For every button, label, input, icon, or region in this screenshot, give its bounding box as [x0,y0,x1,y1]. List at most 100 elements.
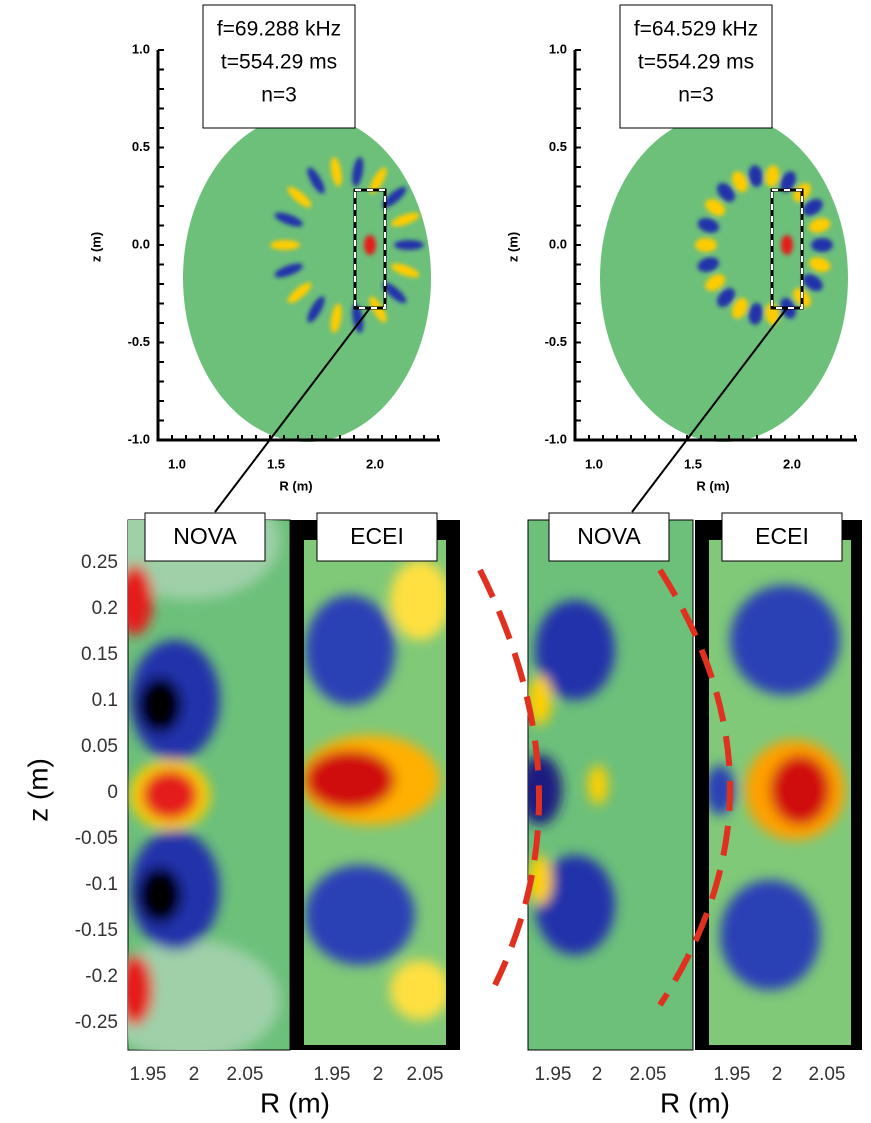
panel-label-box [316,512,438,562]
blob [307,167,325,194]
blob [352,303,364,334]
x-tick-label: 1.95 [130,1064,167,1085]
panel-label: ECEI [350,523,404,549]
blob [705,274,726,291]
x-tick-label: 2.0 [366,456,384,471]
y-tick-label: 0.5 [132,139,150,154]
x-tick-label: 2 [373,1064,384,1085]
x-tick-label: 1.0 [585,456,603,471]
blob [780,171,796,193]
blob [307,296,325,323]
y-tick-label: -0.05 [75,828,118,849]
panel-label-box [548,512,670,562]
blob [364,235,376,255]
y-tick-label: -0.2 [85,966,118,987]
blob [808,217,831,233]
x-tick-label: 1.0 [168,456,186,471]
red-arc [477,568,543,987]
y-tick-label: 0.0 [549,236,567,251]
blob [732,297,748,319]
blob [391,212,420,227]
y-tick-label: 0.5 [549,139,567,154]
y-axis-label: z (m) [505,232,520,262]
y-tick-label: 0 [107,782,118,803]
x-tick-label: 1.95 [535,1064,572,1085]
info-text: n=3 [678,84,714,107]
red-arc [657,568,733,1007]
x-axis-label: R (m) [660,1087,730,1118]
blob [811,238,833,252]
zoom-line [214,307,371,513]
blob [391,263,420,278]
blob [697,217,720,233]
x-tick-label: 2.0 [783,456,801,471]
x-axis-label: R (m) [279,478,312,493]
x-tick-label: 1.95 [314,1064,351,1085]
x-tick-label: 2.05 [407,1064,444,1085]
zoom-box [771,189,803,309]
blob [330,156,342,187]
y-tick-label: -0.1 [85,874,118,895]
blob [748,165,763,188]
x-tick-label: 1.5 [267,456,285,471]
blob [732,171,748,193]
zoom-box [354,189,386,309]
blob [352,156,364,187]
info-box [619,4,773,129]
panel-label-box [721,512,843,562]
blob [717,288,735,308]
blob [394,240,424,250]
x-tick-label: 2.05 [227,1064,264,1085]
mode-structure [270,156,424,334]
blob [802,199,823,216]
y-axis-label: z (m) [88,232,103,262]
y-tick-label: 1.0 [549,41,567,56]
blob [808,257,831,273]
blob [330,303,342,334]
panel-label: NOVA [577,523,641,549]
x-axis-label: R (m) [696,478,729,493]
y-tick-label: -1.0 [128,431,150,446]
y-tick-label: 0.1 [92,690,118,711]
y-tick-label: 0.2 [92,598,118,619]
x-tick-label: 2.05 [630,1064,667,1085]
info-text: f=64.529 kHz [634,18,758,41]
blob [382,282,407,304]
plasma [183,114,431,442]
info-box [202,4,356,129]
y-tick-label: 0.0 [132,236,150,251]
x-tick-label: 2 [772,1064,783,1085]
x-tick-label: 1.95 [714,1064,751,1085]
blob [781,235,793,255]
info-text: t=554.29 ms [638,51,754,74]
y-axis-label: z (m) [22,758,53,822]
blob [705,199,726,216]
blob [765,165,780,188]
blob [274,263,303,278]
panel-label: ECEI [755,523,809,549]
x-tick-label: 2 [189,1064,200,1085]
blob [717,182,735,202]
blob [695,238,717,252]
blob [802,274,823,291]
blob [697,257,720,273]
x-tick-label: 2.05 [809,1064,846,1085]
blob [287,282,312,304]
info-text: n=3 [261,84,297,107]
blob [748,302,763,325]
zoom-line [631,307,788,513]
x-axis-label: R (m) [260,1087,330,1118]
y-tick-label: -1.0 [545,431,567,446]
y-tick-label: -0.25 [75,1012,118,1033]
y-tick-label: -0.15 [75,920,118,941]
y-tick-label: -0.5 [545,334,567,349]
x-tick-label: 2 [592,1064,603,1085]
y-tick-label: 1.0 [132,41,150,56]
info-text: t=554.29 ms [221,51,337,74]
y-tick-label: 0.15 [81,644,118,665]
blob [382,186,407,208]
blob [274,212,303,227]
y-tick-label: 0.25 [81,552,118,573]
info-text: f=69.288 kHz [217,18,341,41]
